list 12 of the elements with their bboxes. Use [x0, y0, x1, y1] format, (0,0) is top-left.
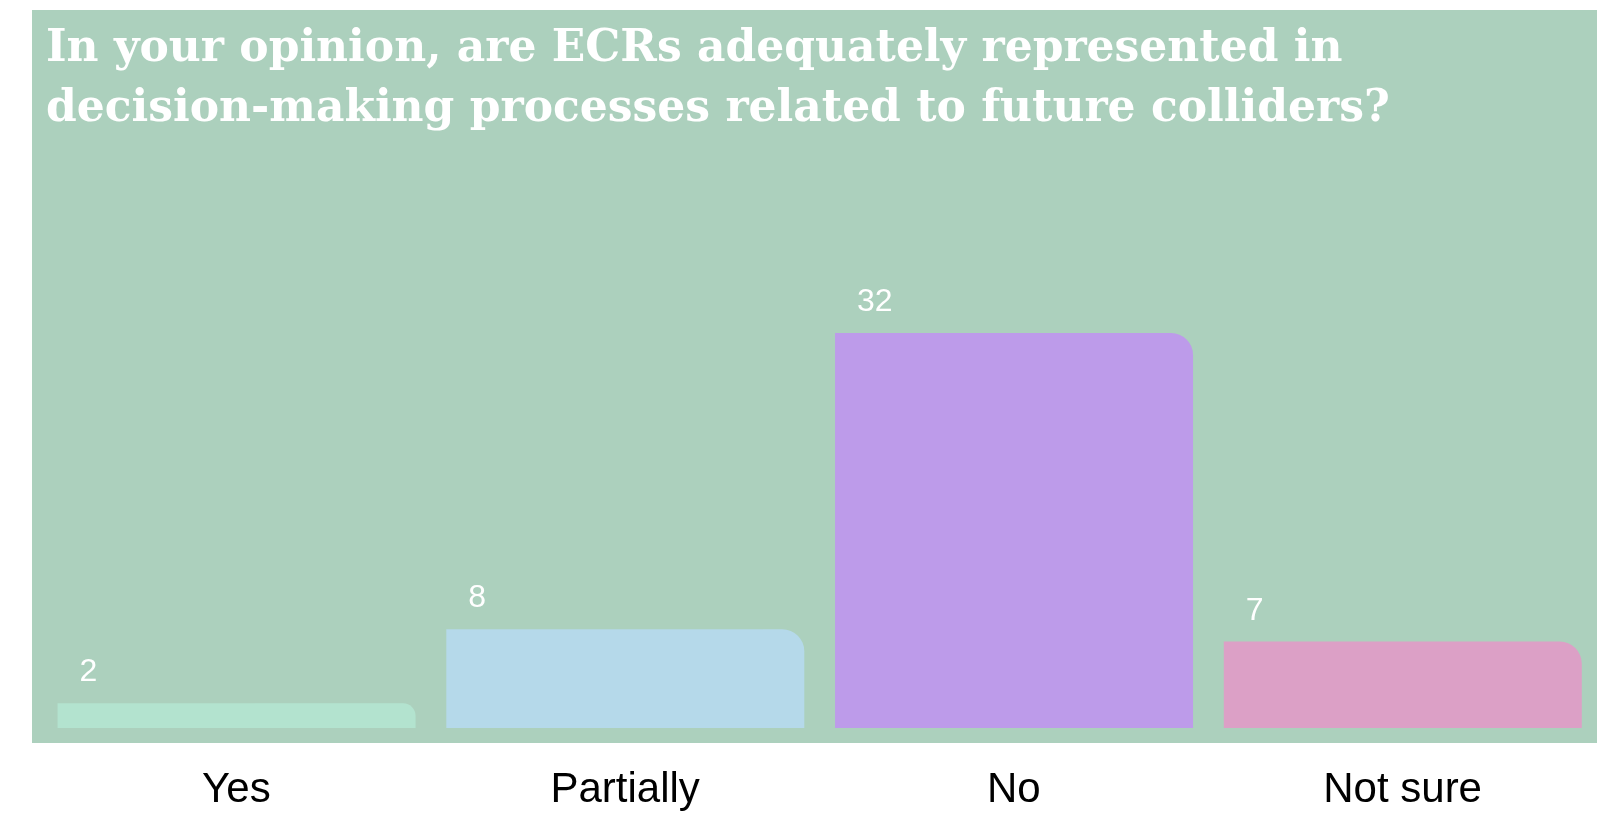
bar [446, 629, 805, 728]
data-label: 32 [857, 282, 893, 318]
x-tick-label: Yes [202, 763, 271, 811]
data-label: 8 [468, 578, 487, 615]
x-tick-label: Not sure [1323, 763, 1482, 811]
bar [835, 333, 1194, 728]
x-tick-label: Partially [550, 763, 700, 811]
bar [1223, 641, 1582, 728]
data-label: 2 [79, 652, 98, 689]
chart-title: In your opinion, are ECRs adequately represented in decision-making processes related to future colliders? [46, 19, 1391, 133]
x-tick-label: No [987, 763, 1041, 811]
data-label: 7 [1245, 590, 1264, 627]
